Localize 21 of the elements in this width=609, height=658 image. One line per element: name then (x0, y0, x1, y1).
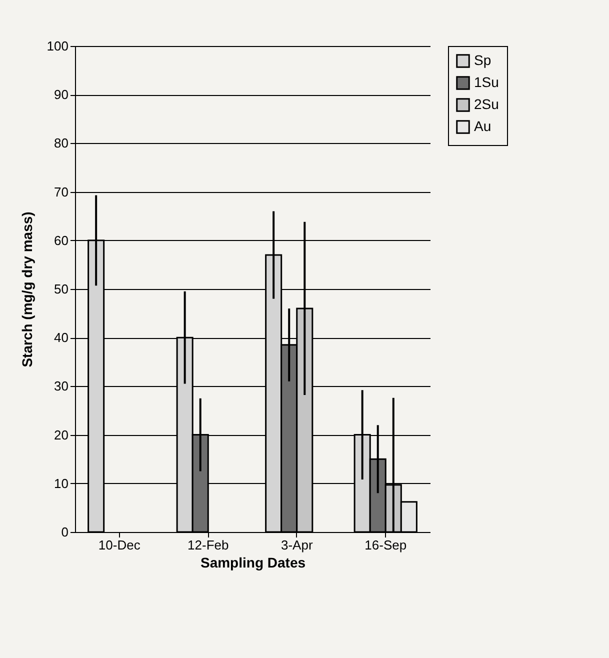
legend-label: Au (474, 118, 492, 134)
y-tick-label: 50 (54, 282, 68, 296)
y-axis-title: Starch (mg/g dry mass) (18, 212, 35, 368)
y-tick-label: 100 (46, 38, 68, 54)
x-tick-label: 10-Dec (98, 538, 141, 552)
legend-label: Sp (474, 52, 492, 68)
y-tick-label: 80 (54, 136, 68, 151)
legend-label: 1Su (474, 74, 499, 90)
y-tick-label: 30 (54, 378, 68, 394)
x-axis-title: Sampling Dates (200, 554, 306, 570)
y-tick-label: 20 (54, 427, 68, 442)
y-tick-label: 0 (61, 524, 68, 540)
legend-label: 2Su (474, 96, 499, 112)
y-tick-label: 90 (54, 87, 68, 102)
y-tick-label: 10 (54, 476, 68, 491)
x-tick-label: 16-Sep (364, 538, 407, 552)
x-tick-label: 12-Feb (188, 538, 229, 552)
y-tick-label: 40 (54, 330, 68, 346)
y-tick-label: 70 (54, 184, 68, 200)
x-tick-label: 3-Apr (280, 538, 314, 552)
y-tick-label: 60 (54, 232, 68, 248)
